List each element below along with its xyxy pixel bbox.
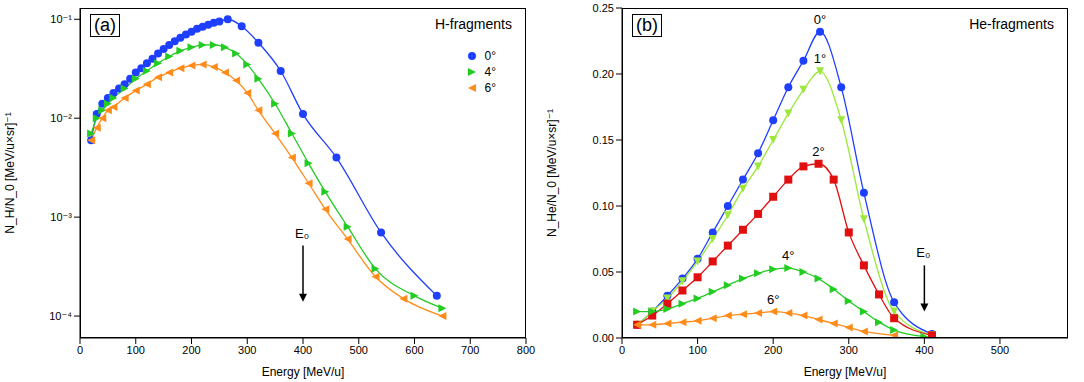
svg-text:300: 300 <box>840 344 858 356</box>
svg-text:600: 600 <box>405 344 423 356</box>
svg-text:10⁻¹: 10⁻¹ <box>50 13 72 25</box>
svg-text:0.25: 0.25 <box>593 2 614 14</box>
svg-text:N_H/N_0 [MeV/u×sr]⁻¹: N_H/N_0 [MeV/u×sr]⁻¹ <box>8 112 17 233</box>
svg-text:500: 500 <box>991 344 1009 356</box>
svg-text:4°: 4° <box>782 248 794 263</box>
html-text:(a): (a) <box>94 15 116 35</box>
svg-text:N_He/N_0 [MeV/u×sr]⁻¹: N_He/N_0 [MeV/u×sr]⁻¹ <box>545 109 559 237</box>
html-text:0°: 0° <box>484 49 496 63</box>
svg-text:300: 300 <box>238 344 256 356</box>
svg-text:500: 500 <box>350 344 368 356</box>
html-text:4°: 4° <box>484 65 496 79</box>
svg-text:Energy [MeV/u]: Energy [MeV/u] <box>262 365 345 379</box>
svg-text:0.15: 0.15 <box>593 134 614 146</box>
html-text:6°: 6° <box>484 81 496 95</box>
svg-text:0: 0 <box>77 344 83 356</box>
svg-text:0°: 0° <box>814 12 826 27</box>
svg-text:10⁻²: 10⁻² <box>50 112 72 124</box>
svg-text:800: 800 <box>517 344 535 356</box>
svg-text:700: 700 <box>461 344 479 356</box>
svg-text:1°: 1° <box>814 51 826 66</box>
svg-text:200: 200 <box>764 344 782 356</box>
svg-text:10⁻⁴: 10⁻⁴ <box>49 310 72 322</box>
svg-text:0.00: 0.00 <box>593 332 614 344</box>
html-text:(b): (b) <box>636 15 658 35</box>
html-text:E₀: E₀ <box>295 225 310 241</box>
svg-text:0.10: 0.10 <box>593 200 614 212</box>
svg-text:2°: 2° <box>812 144 824 159</box>
html-text:E₀: E₀ <box>916 245 931 261</box>
svg-text:200: 200 <box>182 344 200 356</box>
svg-text:0.05: 0.05 <box>593 266 614 278</box>
svg-text:100: 100 <box>688 344 706 356</box>
svg-text:0: 0 <box>619 344 625 356</box>
svg-text:400: 400 <box>915 344 933 356</box>
html-text:He-fragments: He-fragments <box>969 16 1054 32</box>
html-text:H-fragments: H-fragments <box>435 16 512 32</box>
svg-text:0.20: 0.20 <box>593 68 614 80</box>
svg-text:6°: 6° <box>767 292 779 307</box>
svg-text:10⁻³: 10⁻³ <box>50 211 72 223</box>
svg-text:100: 100 <box>127 344 145 356</box>
svg-text:Energy [MeV/u]: Energy [MeV/u] <box>804 365 887 379</box>
svg-text:400: 400 <box>294 344 312 356</box>
